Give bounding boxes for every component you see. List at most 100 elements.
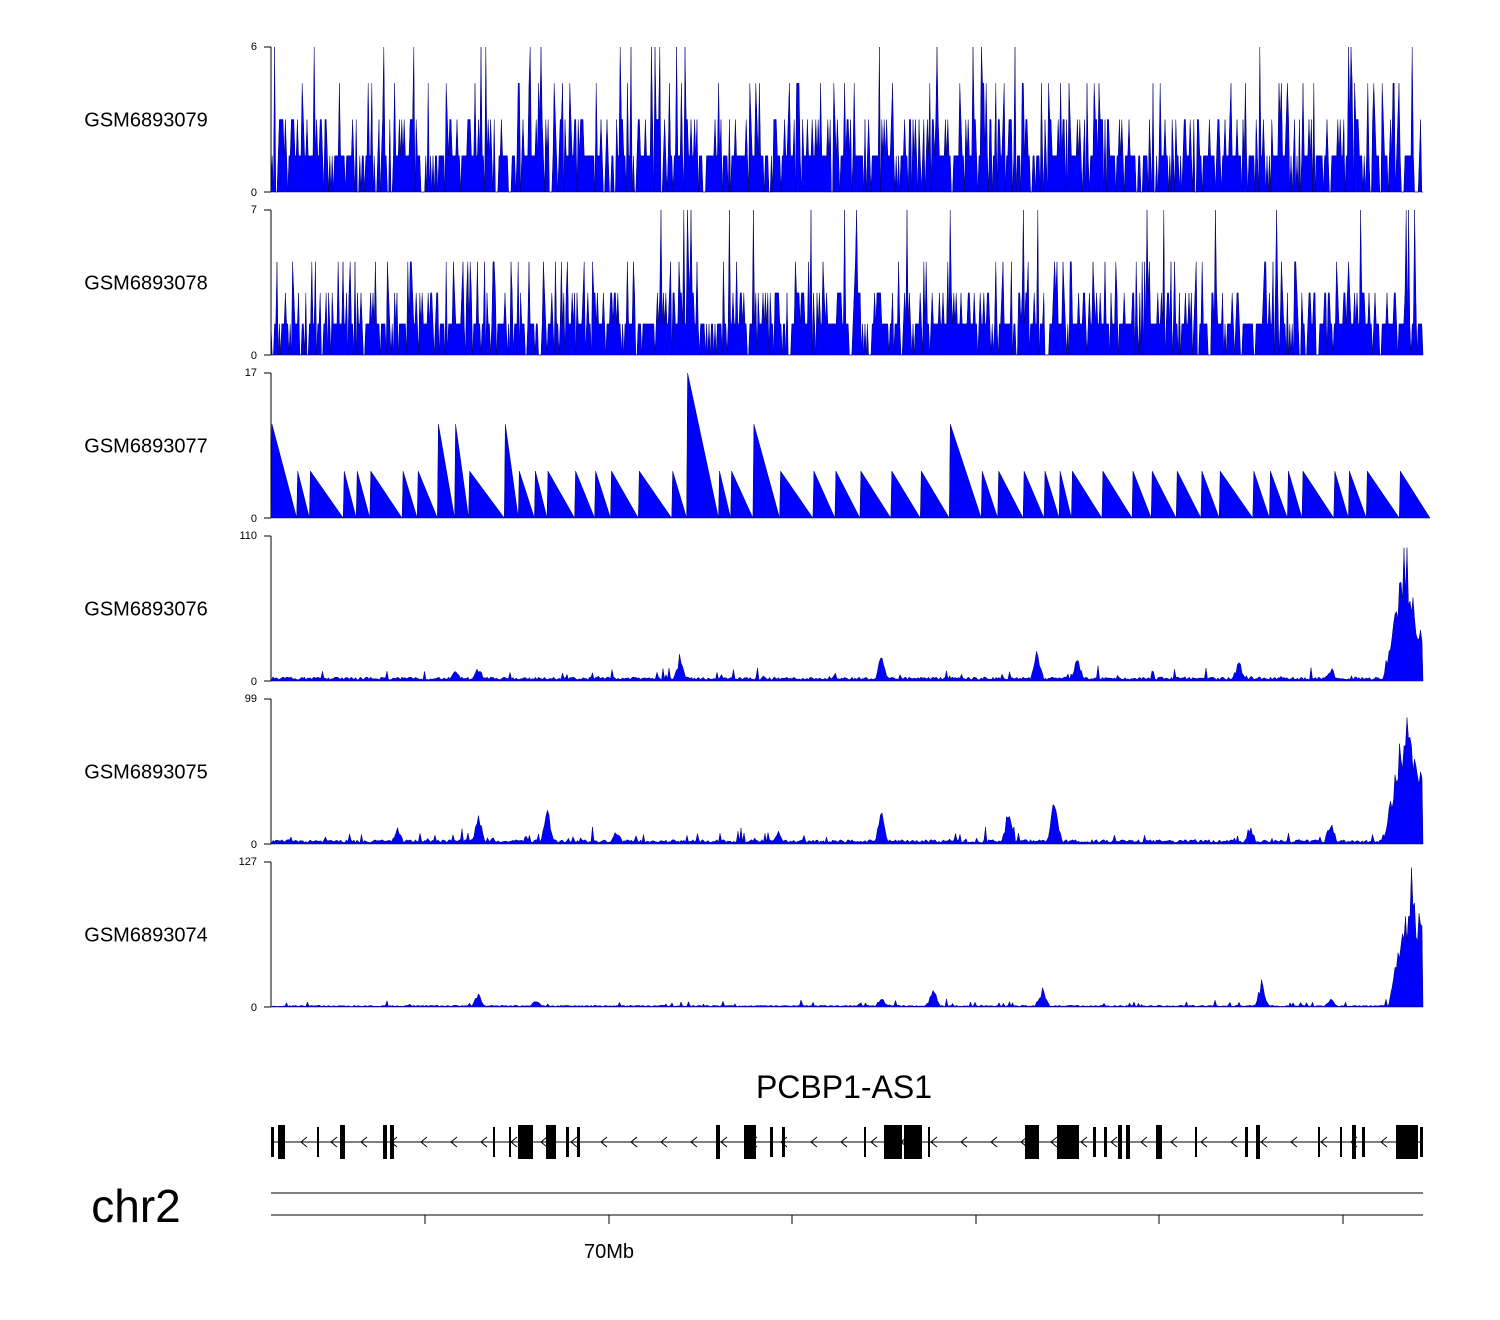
gene-exon xyxy=(928,1127,930,1157)
gene-exon xyxy=(782,1127,785,1157)
track-label: GSM6893075 xyxy=(84,762,207,784)
track-label: GSM6893078 xyxy=(84,273,207,295)
gene-exon xyxy=(1420,1127,1423,1157)
y-axis-max-label: 6 xyxy=(251,41,257,53)
strand-arrow xyxy=(450,1136,458,1148)
coverage-area-gsm6893077 xyxy=(270,372,1431,519)
gene-exon xyxy=(1340,1127,1342,1157)
gene-exon xyxy=(1195,1127,1197,1157)
track-label: GSM6893077 xyxy=(84,436,207,458)
gene-exon xyxy=(1057,1125,1079,1159)
strand-arrow xyxy=(1380,1136,1388,1148)
strand-arrow xyxy=(1260,1136,1268,1148)
track-gsm6893077: GSM6893077 17 0 xyxy=(84,367,1431,525)
gene-exon xyxy=(518,1125,533,1159)
genome-axis: chr2 70Mb xyxy=(91,1180,1423,1263)
track-gsm6893076: GSM6893076 110 0 xyxy=(84,530,1424,688)
gene-model xyxy=(271,1125,1423,1159)
strand-arrow xyxy=(570,1136,578,1148)
gene-exon xyxy=(1256,1125,1260,1159)
strand-arrow xyxy=(1050,1136,1058,1148)
gene-exon xyxy=(383,1125,387,1159)
strand-arrow xyxy=(360,1136,368,1148)
strand-arrow xyxy=(600,1136,608,1148)
gene-exon xyxy=(1352,1125,1356,1159)
track-gsm6893078: GSM6893078 7 0 xyxy=(84,204,1424,362)
gene-exon xyxy=(1118,1125,1122,1159)
strand-arrow xyxy=(840,1136,848,1148)
gene-exon xyxy=(278,1125,285,1159)
coverage-area-gsm6893075 xyxy=(270,717,1424,845)
gene-exon xyxy=(1362,1127,1365,1157)
y-axis-max-label: 110 xyxy=(239,530,257,542)
gene-exon xyxy=(1025,1125,1039,1159)
y-axis-max-label: 99 xyxy=(245,693,257,705)
strand-arrow xyxy=(1320,1136,1328,1148)
chromosome-label: chr2 xyxy=(91,1180,180,1232)
y-axis-min-label: 0 xyxy=(251,1002,257,1014)
strand-arrow xyxy=(540,1136,548,1148)
strand-arrow xyxy=(300,1136,308,1148)
gene-exon xyxy=(577,1127,580,1157)
strand-arrow xyxy=(960,1136,968,1148)
gene-exon xyxy=(317,1127,319,1157)
track-label: GSM6893076 xyxy=(84,599,207,621)
coverage-area-gsm6893078 xyxy=(270,209,1424,356)
coverage-area-gsm6893076 xyxy=(270,547,1424,682)
strand-arrow xyxy=(990,1136,998,1148)
y-axis-min-label: 0 xyxy=(251,839,257,851)
y-axis-max-label: 127 xyxy=(239,856,257,868)
strand-arrow xyxy=(810,1136,818,1148)
strand-arrow xyxy=(420,1136,428,1148)
y-axis-max-label: 7 xyxy=(251,204,257,216)
gene-exon xyxy=(904,1125,922,1159)
gene-exon xyxy=(493,1127,495,1157)
gene-exon xyxy=(340,1125,345,1159)
gene-exon xyxy=(546,1125,556,1159)
strand-arrow xyxy=(720,1136,728,1148)
strand-arrow xyxy=(1200,1136,1208,1148)
strand-arrow xyxy=(660,1136,668,1148)
gene-exon xyxy=(1396,1125,1418,1159)
strand-arrow xyxy=(480,1136,488,1148)
gene-exon xyxy=(864,1127,866,1157)
track-gsm6893079: GSM6893079 6 0 xyxy=(84,41,1423,199)
axis-tick-label-70mb: 70Mb xyxy=(584,1241,634,1263)
gene-exon xyxy=(566,1127,569,1157)
track-gsm6893075: GSM6893075 99 0 xyxy=(84,693,1424,851)
strand-arrow xyxy=(1230,1136,1238,1148)
gene-exon xyxy=(1245,1127,1248,1157)
track-gsm6893074: GSM6893074 127 0 xyxy=(84,856,1424,1014)
strand-arrow xyxy=(1080,1136,1088,1148)
y-axis-max-label: 17 xyxy=(245,367,257,379)
axis-ticks xyxy=(424,1215,1344,1224)
gene-exon xyxy=(1318,1127,1320,1157)
track-label: GSM6893079 xyxy=(84,110,207,132)
gene-exon xyxy=(509,1127,511,1157)
gene-exon xyxy=(1126,1125,1130,1159)
gene-exon xyxy=(1093,1127,1096,1157)
y-axis-min-label: 0 xyxy=(251,676,257,688)
gene-exon xyxy=(271,1127,274,1157)
gene-track: PCBP1-AS1 xyxy=(271,1069,1423,1159)
gene-exon xyxy=(770,1127,773,1157)
strand-arrow xyxy=(1170,1136,1178,1148)
track-label: GSM6893074 xyxy=(84,925,207,947)
y-axis-min-label: 0 xyxy=(251,350,257,362)
coverage-area-gsm6893079 xyxy=(270,46,1423,193)
strand-arrow xyxy=(1140,1136,1148,1148)
gene-label: PCBP1-AS1 xyxy=(756,1069,932,1105)
gene-exon xyxy=(1156,1125,1162,1159)
strand-arrow xyxy=(930,1136,938,1148)
coverage-tracks: GSM689307960GSM689307870GSM6893077170GSM… xyxy=(84,41,1431,1014)
gene-exon xyxy=(744,1125,756,1159)
gene-exon xyxy=(716,1125,720,1159)
strand-arrow xyxy=(1110,1136,1118,1148)
gene-exon xyxy=(390,1125,394,1159)
strand-arrow xyxy=(630,1136,638,1148)
gene-exon xyxy=(1104,1127,1107,1157)
gene-exon xyxy=(884,1125,902,1159)
strand-arrow xyxy=(870,1136,878,1148)
y-axis-min-label: 0 xyxy=(251,187,257,199)
